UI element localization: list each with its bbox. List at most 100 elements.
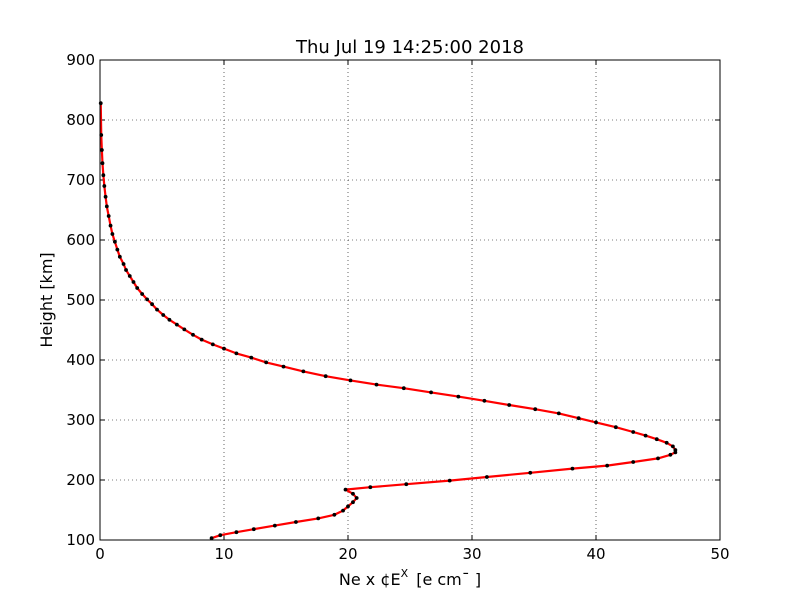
data-point	[127, 274, 132, 278]
data-point	[191, 332, 195, 337]
data-point	[222, 346, 226, 351]
x-tick-label: 40	[586, 545, 605, 563]
data-point	[301, 369, 306, 374]
data-point	[131, 280, 136, 284]
data-point	[351, 500, 355, 505]
data-point	[167, 317, 172, 322]
data-point	[112, 239, 117, 244]
data-point	[576, 416, 581, 421]
data-point	[117, 254, 122, 259]
x-axis-label-superscript: X	[401, 567, 409, 580]
data-point	[613, 425, 618, 430]
data-point	[656, 456, 660, 461]
x-tick-label: 10	[214, 545, 233, 563]
data-point	[135, 286, 140, 290]
x-tick-label: 50	[710, 545, 729, 563]
data-point	[348, 378, 353, 383]
data-point	[210, 342, 215, 347]
data-point	[594, 420, 598, 425]
data-point	[102, 184, 107, 188]
plot-frame	[99, 59, 721, 541]
data-point	[103, 194, 108, 199]
data-point	[670, 444, 675, 449]
data-point	[374, 382, 379, 387]
data-point	[115, 247, 120, 252]
data-point	[264, 360, 269, 365]
data-point	[341, 508, 345, 513]
data-point	[484, 475, 489, 479]
data-point	[631, 460, 636, 464]
data-point	[368, 485, 373, 490]
y-tick-label: 500	[66, 291, 95, 309]
data-point	[570, 466, 575, 471]
data-point	[316, 516, 321, 521]
data-point	[108, 223, 113, 228]
data-point	[209, 536, 214, 541]
data-point	[332, 512, 337, 517]
chart-title: Thu Jul 19 14:25:00 2018	[295, 37, 524, 58]
data-point	[631, 430, 636, 434]
data-point	[145, 297, 150, 302]
data-point	[528, 470, 533, 475]
tick-labels: 0 10 20 30 40 50 100 200 300 400 500 600 700 800 900	[66, 51, 729, 563]
data-point	[447, 478, 452, 483]
y-tick-label: 300	[66, 411, 95, 429]
data-point	[351, 491, 355, 496]
data-point	[218, 533, 223, 538]
data-point	[404, 482, 409, 487]
data-point	[124, 268, 128, 272]
data-point	[110, 232, 115, 236]
data-point	[104, 204, 109, 209]
x-tick-label: 30	[462, 545, 481, 563]
y-tick-label: 700	[66, 171, 95, 189]
grid	[100, 60, 720, 540]
data-point	[140, 292, 145, 296]
data-point	[272, 523, 277, 528]
x-tick-label: 0	[95, 545, 105, 563]
data-point	[234, 351, 239, 356]
data-point	[668, 452, 673, 457]
data-point	[456, 394, 461, 399]
data-point	[106, 214, 111, 218]
y-tick-label: 800	[66, 111, 95, 129]
x-axis-label-unit: [e cm¯ ]	[416, 570, 481, 589]
data-point	[323, 374, 328, 379]
data-point	[174, 322, 179, 327]
y-tick-label: 600	[66, 231, 95, 249]
y-tick-label: 100	[66, 531, 95, 549]
data-point	[401, 386, 406, 391]
data-point	[99, 148, 104, 152]
data-point	[507, 403, 512, 407]
x-tick-label: 20	[338, 545, 357, 563]
data-point	[343, 487, 348, 492]
x-axis-label-main: Ne x ¢E	[339, 570, 401, 589]
plot-area	[98, 101, 678, 541]
data-point	[155, 307, 159, 312]
data-point	[249, 355, 254, 360]
data-point	[101, 173, 106, 178]
data-point	[281, 364, 286, 369]
data-point	[234, 530, 239, 535]
data-point	[98, 101, 103, 106]
data-point	[605, 463, 610, 468]
data-point	[654, 437, 659, 442]
y-tick-label: 900	[66, 51, 95, 69]
data-point	[429, 390, 433, 395]
data-point	[673, 448, 678, 452]
data-point	[161, 313, 166, 317]
data-point	[294, 520, 298, 524]
data-point	[100, 161, 105, 166]
data-point	[556, 411, 561, 416]
data-point	[346, 504, 350, 509]
data-point	[121, 262, 126, 266]
data-point	[199, 337, 204, 342]
data-point	[150, 302, 154, 307]
y-axis-label: Height [km]	[37, 252, 56, 347]
data-point	[643, 433, 648, 438]
data-point	[251, 527, 256, 532]
data-point	[354, 496, 359, 500]
data-point	[664, 440, 669, 445]
data-point	[182, 327, 187, 332]
data-point	[482, 398, 487, 403]
